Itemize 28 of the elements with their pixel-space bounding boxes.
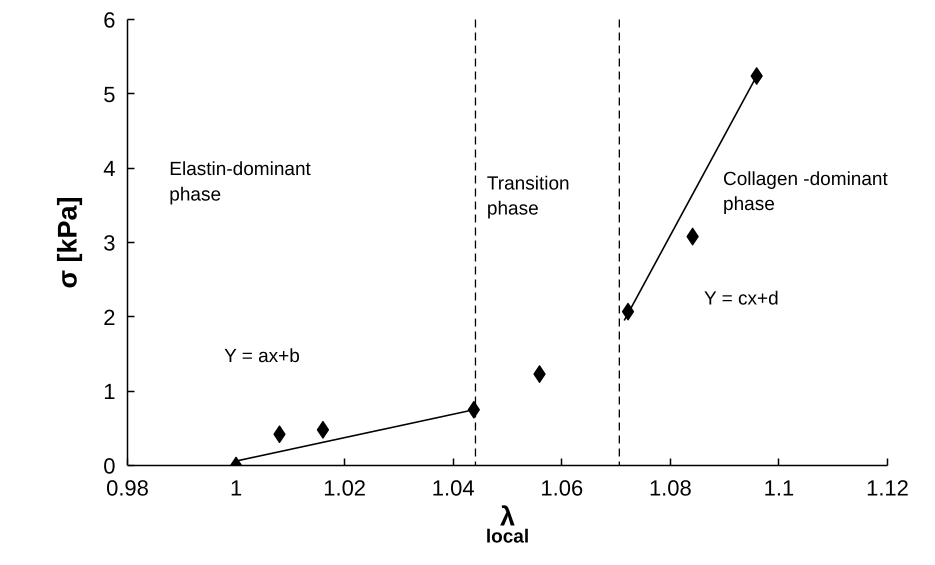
point: [316, 420, 330, 439]
y-tick-label: 3: [103, 230, 116, 256]
y-axis-title: σ [kPa]: [52, 196, 82, 288]
x-tick-label: 1.12: [866, 476, 909, 500]
x-tick-label: 0.98: [106, 476, 149, 500]
x-tick-label: 1.06: [540, 476, 584, 500]
annotation: Elastin-dominant phase: [169, 159, 312, 206]
x-tick-label: 1.08: [648, 476, 692, 500]
y-tick-label: 2: [103, 304, 116, 330]
point: [533, 365, 546, 384]
annotation: Collagen -dominant phase: [723, 168, 888, 216]
x-tick-label: 1.1: [764, 476, 794, 500]
y-tick-label: 5: [103, 82, 116, 107]
y-tick-label: 1: [103, 379, 116, 404]
point: [622, 302, 634, 321]
y-tick-label: 0: [103, 454, 116, 478]
point: [273, 425, 286, 444]
y-tick-label: 4: [103, 156, 116, 182]
y-tick-label: 6: [103, 8, 116, 32]
annotation: Y = ax+b: [224, 346, 300, 367]
x-axis-title: λlocal: [486, 502, 530, 548]
annotation: Y = cx+d: [704, 288, 779, 310]
annotation: Transition phase: [486, 173, 570, 220]
x-tick-label: 1.02: [323, 476, 366, 500]
point: [468, 400, 480, 419]
x-tick-label: 1.04: [432, 476, 475, 500]
point: [686, 228, 699, 246]
x-tick-label: 1: [230, 476, 242, 500]
